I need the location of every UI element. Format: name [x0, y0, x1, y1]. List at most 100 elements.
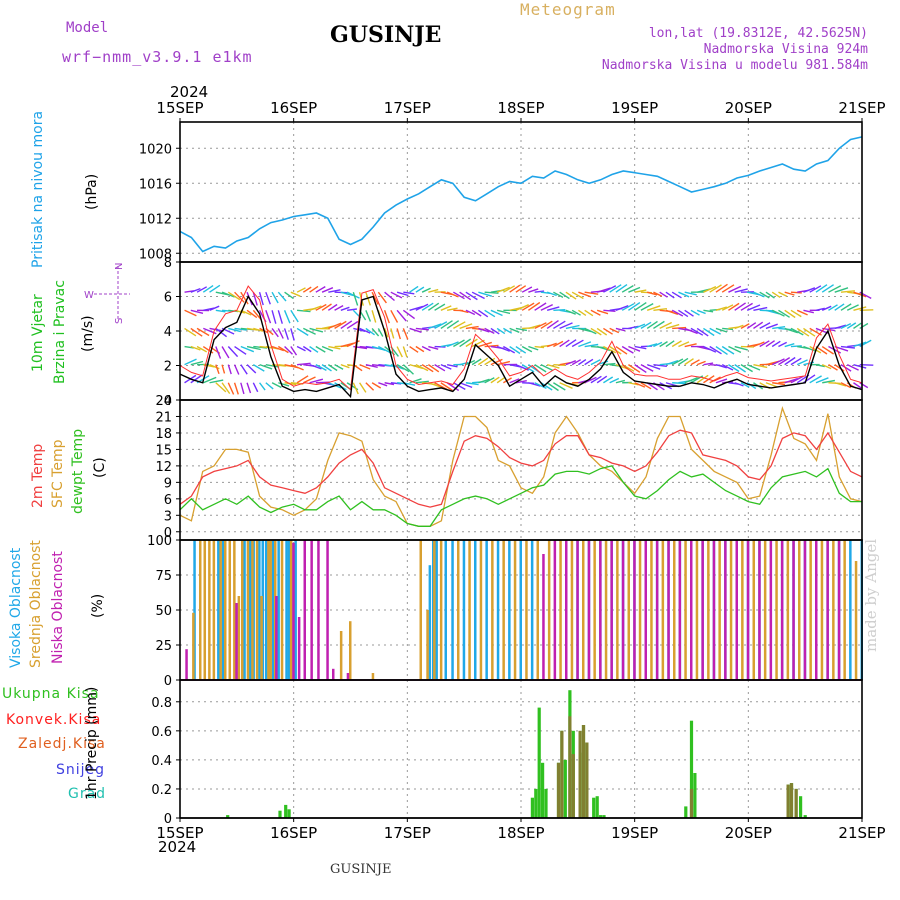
wind-arrow [496, 360, 511, 366]
wind-arrow [233, 382, 239, 395]
wind-arrow [371, 327, 380, 337]
wind-arrow [646, 291, 658, 296]
cloud-low-bar [310, 540, 313, 680]
wind-arrow [596, 375, 608, 384]
wind-arrow [190, 374, 203, 384]
wind-arrow [734, 382, 744, 387]
wind-arrow [258, 291, 264, 306]
wind-arrow [665, 360, 679, 366]
cloud-low-bar [712, 540, 716, 680]
wind-arrow [834, 287, 849, 293]
wind-arrow [765, 382, 778, 388]
wind-arrow [546, 306, 560, 311]
wind-arrow [440, 320, 453, 329]
wind-arrow [840, 290, 855, 293]
wind-arrow [815, 345, 828, 355]
wind-arrow [234, 327, 247, 331]
wind-arrow [240, 382, 245, 395]
cloud-mid-bar [433, 540, 436, 680]
y-tick-label: 6 [164, 291, 172, 306]
wind-arrow [234, 345, 247, 355]
wind-arrow [265, 363, 280, 368]
wind-arrow [565, 339, 577, 348]
wind-arrow [634, 289, 647, 293]
wind-arrow [303, 376, 316, 384]
time-tick-label-bottom: 19SEP [611, 824, 658, 842]
cloud-low-bar [235, 603, 238, 680]
wind-arrow [496, 345, 510, 352]
cloud-low-bar [690, 540, 693, 680]
wind-arrow [746, 304, 761, 311]
cloud-mid-bar [832, 540, 835, 680]
cloud-mid-bar [854, 561, 858, 680]
precip-total-bar [563, 759, 567, 818]
wind-arrow [384, 382, 395, 386]
wind-arrow [409, 285, 419, 293]
wind-arrow [578, 341, 592, 348]
wind-arrow [596, 327, 608, 336]
time-tick-label-bottom: 20SEP [725, 824, 772, 842]
cloud-low-bar [275, 596, 278, 680]
cloud-mid-bar [502, 540, 505, 680]
wind-arrow [371, 382, 382, 389]
precip-legend-total: Ukupna Kisa [2, 686, 100, 702]
wind-arrow [803, 309, 814, 314]
y-tick-label: 25 [155, 639, 172, 654]
wind-arrow [546, 291, 557, 297]
wind-arrow [684, 377, 698, 384]
y-tick-label: 15 [155, 443, 172, 458]
cloud-low-bar [303, 540, 306, 680]
cloud-low-bar [317, 540, 320, 680]
wind-arrow [365, 310, 372, 322]
wind-arrow [772, 326, 786, 330]
wind-arrow [284, 291, 294, 300]
y-tick-label: 21 [155, 410, 172, 425]
wind-arrow [365, 363, 378, 368]
time-tick-label-top: 21SEP [838, 99, 885, 117]
wind-arrow [484, 377, 495, 384]
wind-arrow [621, 345, 634, 354]
wind-arrow [209, 305, 220, 311]
time-tick-label-bottom: 18SEP [497, 824, 544, 842]
time-tick-label-top: 16SEP [270, 99, 317, 117]
cloud-high-bar [435, 540, 438, 680]
wind-arrow [634, 382, 646, 388]
wind-arrow [221, 346, 230, 359]
wind-arrow [233, 364, 240, 375]
precip-conv-bar [689, 788, 694, 818]
wind-arrow [290, 363, 304, 371]
wind-arrow [684, 309, 694, 317]
cloud-low-bar [701, 540, 704, 680]
wind-arrow [596, 309, 609, 315]
wind-arrow [528, 288, 539, 293]
wind-arrow [853, 306, 867, 311]
wind-arrow [609, 345, 622, 355]
wind-arrow [503, 285, 516, 293]
wind-arrow [546, 382, 559, 392]
cloud-low-bar [724, 540, 727, 680]
wind-arrow [265, 310, 272, 324]
wind-arrow [515, 304, 529, 311]
wind-arrow [534, 322, 547, 330]
wind-arrow [528, 324, 541, 330]
wind-arrow [459, 382, 473, 389]
wind-arrow [753, 341, 765, 348]
cloud-mid-bar [752, 540, 755, 680]
cloud-mid-bar [269, 540, 272, 680]
precip-total-bar [684, 806, 688, 818]
wind-arrow [715, 345, 728, 355]
pressure-line [179, 136, 863, 253]
wind-arrow [753, 306, 768, 311]
wind-arrow [721, 284, 735, 293]
wind-arrow [628, 364, 641, 373]
precip-total-bar [602, 815, 606, 818]
wind-arrow [784, 309, 796, 319]
wind-arrow [553, 363, 566, 366]
wind-arrow [296, 287, 306, 293]
wind-arrow [346, 320, 359, 330]
wind-arrow [315, 285, 326, 293]
wind-arrow [415, 303, 429, 311]
wind-arrow [315, 364, 327, 372]
wind-arrow [365, 327, 376, 336]
wind-arrow [327, 303, 338, 311]
